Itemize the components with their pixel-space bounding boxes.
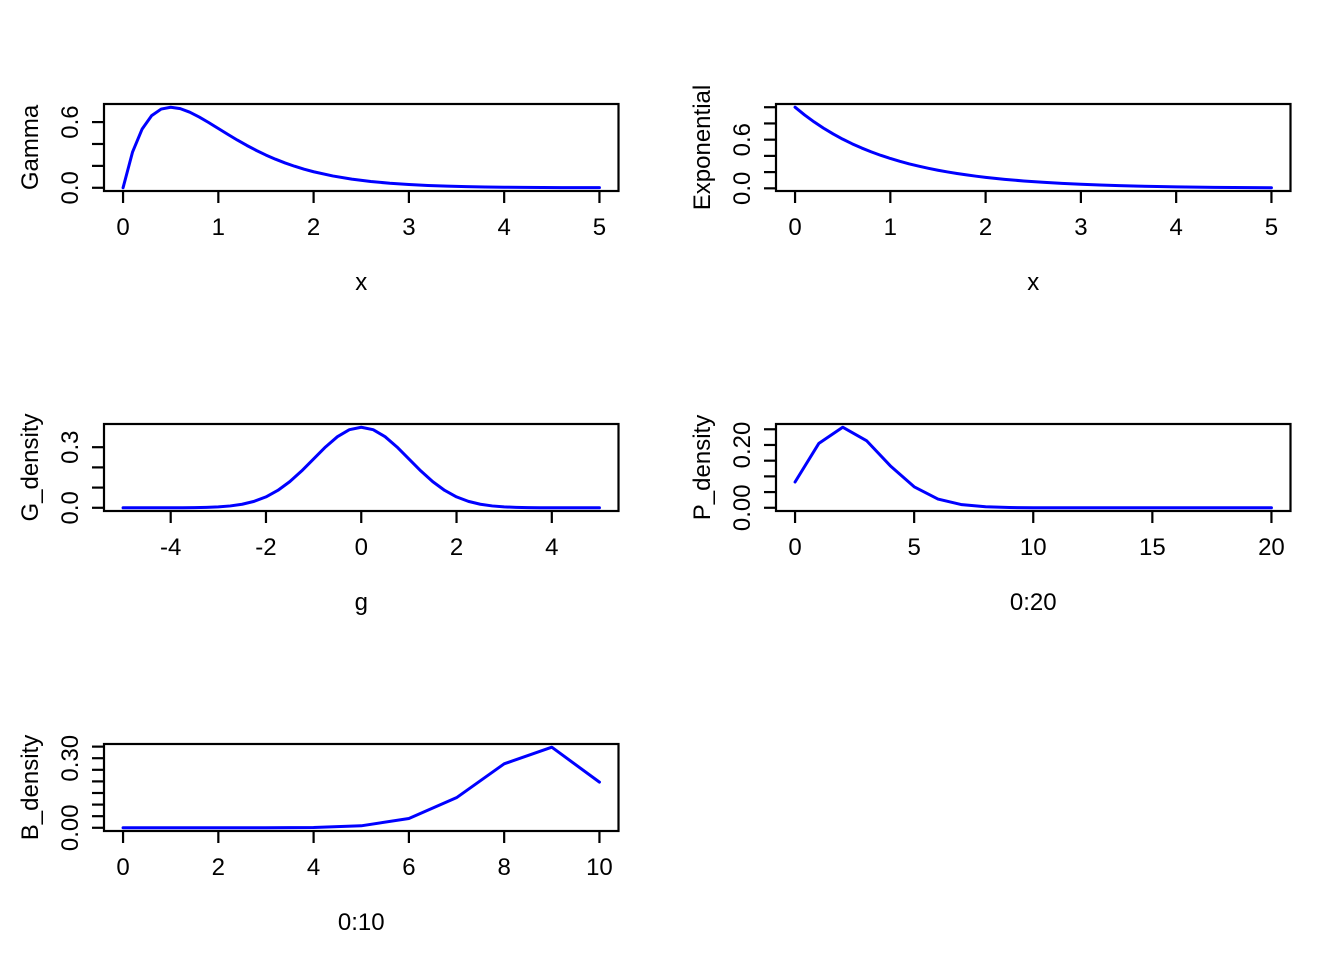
y-tick-label: 0.0: [729, 172, 756, 205]
x-tick-label: 4: [545, 534, 558, 561]
y-tick-label: 0.20: [729, 422, 756, 469]
plot-panel-exponential: 0 1 2 3 4 5 0.0 0.6 x Exponential: [672, 0, 1344, 320]
x-tick-label: 2: [212, 854, 225, 881]
x-tick-label: 4: [307, 854, 320, 881]
x-tick-label: 0: [355, 534, 368, 561]
density-curve: [121, 105, 601, 190]
p-density-chart: 0 5 10 15 20 0.00 0.20 0:20 P_density: [689, 415, 1292, 616]
x-axis-title: g: [355, 589, 368, 616]
x-tick-label: 5: [593, 214, 606, 241]
exponential-chart: 0 1 2 3 4 5 0.0 0.6 x Exponential: [689, 85, 1292, 296]
plot-box: [774, 102, 1292, 193]
gamma-chart: 0 1 2 3 4 5 0.0 0.6 x Gamma: [17, 102, 620, 296]
density-curve: [793, 425, 1273, 510]
x-axis-title: 0:10: [338, 909, 385, 936]
y-tick-label: 0.00: [729, 484, 756, 531]
y-axis-title: B_density: [17, 735, 44, 840]
x-tick-label: 20: [1258, 534, 1285, 561]
x-tick-label: 0: [788, 534, 801, 561]
x-tick-label: -2: [255, 534, 276, 561]
x-tick-label: 5: [907, 534, 920, 561]
density-curve: [121, 425, 601, 510]
y-axis-title: Exponential: [689, 85, 716, 210]
y-tick-label: 0.3: [57, 431, 84, 464]
x-tick-label: 10: [1020, 534, 1047, 561]
density-curve: [793, 105, 1273, 190]
empty-panel: [672, 640, 1344, 960]
y-axis-title: G_density: [17, 413, 44, 521]
y-tick-label: 0.0: [57, 171, 84, 204]
x-axis-title: x: [355, 269, 367, 296]
x-axis-title: 0:20: [1010, 589, 1057, 616]
y-tick-label: 0.30: [57, 735, 84, 782]
x-axis-title: x: [1027, 269, 1039, 296]
x-tick-label: 0: [116, 854, 129, 881]
plot-panel-g-density: -4 -2 0 2 4 0.0 0.3 g G_density: [0, 320, 672, 640]
x-tick-label: 0: [116, 214, 129, 241]
plot-panel-p-density: 0 5 10 15 20 0.00 0.20 0:20 P_density: [672, 320, 1344, 640]
x-tick-label: 2: [450, 534, 463, 561]
y-tick-label: 0.0: [57, 491, 84, 524]
y-tick-label: 0.6: [57, 105, 84, 138]
plot-box: [102, 102, 620, 193]
x-tick-label: 3: [1074, 214, 1087, 241]
x-tick-label: 3: [402, 214, 415, 241]
x-tick-label: 15: [1139, 534, 1166, 561]
x-tick-label: 8: [497, 854, 510, 881]
y-tick-label: 0.6: [729, 123, 756, 156]
x-tick-label: 2: [979, 214, 992, 241]
density-curve: [121, 745, 601, 830]
b-density-chart: 0 2 4 6 8 10 0.00 0.30 0:10 B_density: [17, 735, 620, 936]
plot-panel-b-density: 0 2 4 6 8 10 0.00 0.30 0:10 B_density: [0, 640, 672, 960]
plot-box: [774, 422, 1292, 513]
plot-box: [102, 742, 620, 833]
x-tick-label: 4: [1169, 214, 1182, 241]
x-tick-label: -4: [160, 534, 181, 561]
x-tick-label: 4: [497, 214, 510, 241]
x-tick-label: 2: [307, 214, 320, 241]
x-tick-label: 10: [586, 854, 613, 881]
x-tick-label: 1: [884, 214, 897, 241]
x-tick-label: 5: [1265, 214, 1278, 241]
g-density-chart: -4 -2 0 2 4 0.0 0.3 g G_density: [17, 413, 620, 616]
plot-panel-gamma: 0 1 2 3 4 5 0.0 0.6 x Gamma: [0, 0, 672, 320]
y-tick-label: 0.00: [57, 804, 84, 851]
x-tick-label: 0: [788, 214, 801, 241]
y-axis-title: Gamma: [17, 104, 44, 190]
plot-box: [102, 422, 620, 513]
x-tick-label: 1: [212, 214, 225, 241]
y-axis-title: P_density: [689, 415, 716, 520]
x-tick-label: 6: [402, 854, 415, 881]
